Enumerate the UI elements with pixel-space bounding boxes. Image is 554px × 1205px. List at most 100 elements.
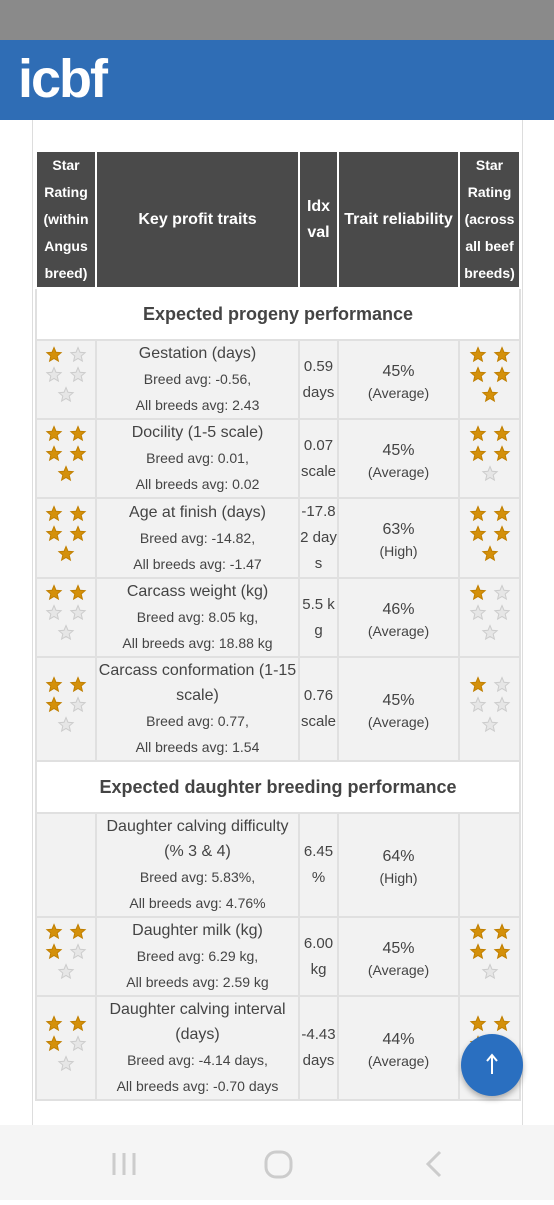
- stars-across-cell: [458, 916, 521, 997]
- star: [45, 504, 63, 521]
- star: [69, 1034, 87, 1051]
- reliability: 45%: [382, 692, 415, 709]
- column-header-text: Star Rating (within Angus breed): [43, 157, 89, 281]
- section-row: Expected progeny performance: [35, 287, 521, 341]
- star: [69, 584, 87, 601]
- reliability: 44%: [382, 1031, 415, 1048]
- nav-bar: [0, 1125, 554, 1200]
- idx-value: 0.07 scale: [300, 436, 337, 480]
- star: [493, 524, 510, 541]
- idx-cell: -17.82 days: [298, 497, 339, 579]
- star: [45, 584, 63, 601]
- arrow-icon: [486, 1053, 498, 1074]
- trait-name: Daughter calving difficulty (% 3 & 4): [106, 818, 289, 860]
- trait-name: Daughter milk (kg): [132, 922, 263, 939]
- all-breeds-avg: All breeds avg: -0.70 days: [116, 1078, 279, 1094]
- star: [45, 604, 63, 621]
- reliability-cell: 45% (Average): [337, 916, 460, 997]
- section-title: Expected progeny performance: [35, 287, 521, 341]
- reliability-level: (Average): [367, 714, 430, 730]
- star: [69, 346, 87, 363]
- star-rating: [45, 923, 87, 980]
- reliability: 45%: [382, 939, 415, 957]
- stars-within-cell: [35, 497, 97, 579]
- star: [45, 366, 63, 383]
- star: [481, 544, 498, 561]
- star: [481, 624, 498, 641]
- star: [69, 425, 87, 442]
- trait-row: Daughter calving difficulty (% 3 & 4) Bre…: [35, 812, 521, 918]
- stars-across-cell: [458, 656, 521, 762]
- all-breeds-avg: All breeds avg: 0.02: [135, 476, 260, 492]
- idx-cell: 0.59 days: [298, 339, 339, 420]
- idx-cell: 0.76 scale: [298, 656, 339, 762]
- column-header: Trait reliability: [337, 150, 460, 289]
- idx-value: 0.76 scale: [300, 687, 337, 730]
- star-rating: [469, 584, 510, 641]
- column-header-text: Key profit traits: [138, 210, 257, 228]
- star: [45, 425, 63, 442]
- column-header: Key profit traits: [95, 150, 300, 289]
- star-rating: [469, 504, 510, 561]
- reliability: 45%: [382, 441, 415, 459]
- trait-row: Carcass weight (kg) Breed avg: 8.05 kg, Al…: [35, 577, 521, 658]
- idx-cell: 5.5 kg: [298, 577, 339, 658]
- star: [69, 675, 87, 692]
- section-title: Expected daughter breeding performance: [35, 760, 521, 814]
- trait-cell: Daughter milk (kg) Breed avg: 6.29 kg, All…: [95, 916, 300, 997]
- star: [493, 943, 510, 960]
- reliability: 46%: [382, 600, 415, 618]
- logo[interactable]: icbf: [18, 49, 108, 109]
- all-breeds-avg: All breeds avg: 1.54: [135, 739, 260, 755]
- column-header-text: Star Rating (across all beef breeds): [464, 157, 515, 281]
- trait-cell: Daughter calving interval (days) Breed av…: [95, 995, 300, 1101]
- reliability: 63%: [382, 521, 415, 538]
- column-header: Idx val: [298, 150, 339, 289]
- reliability-level: (Average): [367, 622, 430, 639]
- reliability-cell: 45% (Average): [337, 656, 460, 762]
- star: [469, 346, 486, 363]
- star: [45, 524, 63, 541]
- reliability: 45%: [382, 362, 415, 380]
- breed-avg: Breed avg: -4.14 days,: [127, 1052, 268, 1068]
- stars-within-cell: [35, 656, 97, 762]
- breed-avg: Breed avg: 6.29 kg,: [136, 948, 259, 964]
- all-breeds-avg: All breeds avg: 2.43: [135, 397, 260, 413]
- nav-icons: [112, 1150, 442, 1179]
- card: [32, 120, 523, 1130]
- star: [481, 386, 498, 403]
- star: [469, 504, 486, 521]
- traits-table: Star Rating (within Angus breed) Key prof…: [35, 150, 521, 1101]
- reliability-level: (Average): [367, 463, 430, 480]
- idx-cell: -4.43 days: [298, 995, 339, 1101]
- star: [469, 366, 486, 383]
- trait-row: Gestation (days) Breed avg: -0.56, All bre…: [35, 339, 521, 420]
- scroll-top-button[interactable]: [461, 1034, 523, 1096]
- reliability-cell: 44% (Average): [337, 995, 460, 1101]
- column-header-text: Idx val: [306, 197, 331, 241]
- breed-avg: Breed avg: 8.05 kg,: [136, 609, 259, 625]
- all-breeds-avg: All breeds avg: 18.88 kg: [122, 635, 273, 651]
- idx-cell: 0.07 scale: [298, 418, 339, 499]
- star: [493, 695, 510, 712]
- trait-cell: Docility (1-5 scale) Breed avg: 0.01, All …: [95, 418, 300, 499]
- trait-cell: Carcass conformation (1-15 scale) Breed a…: [95, 656, 300, 762]
- star: [469, 425, 486, 442]
- column-header-text: Trait reliability: [344, 210, 453, 228]
- star: [57, 963, 75, 980]
- idx-value: 0.59 days: [302, 357, 335, 401]
- stars-within-cell: [35, 577, 97, 658]
- all-breeds-avg: All breeds avg: 2.59 kg: [126, 974, 269, 990]
- star: [493, 504, 510, 521]
- star: [469, 943, 486, 960]
- reliability: 64%: [382, 848, 415, 865]
- trait-row: Daughter calving interval (days) Breed av…: [35, 995, 521, 1101]
- stars-within-cell: [35, 916, 97, 997]
- breed-avg: Breed avg: 0.77,: [146, 713, 249, 729]
- idx-value: 6.00 kg: [303, 934, 334, 978]
- stars-across-cell: [458, 497, 521, 579]
- star: [57, 715, 75, 732]
- star-rating: [45, 504, 87, 561]
- trait-name: Age at finish (days): [129, 503, 266, 521]
